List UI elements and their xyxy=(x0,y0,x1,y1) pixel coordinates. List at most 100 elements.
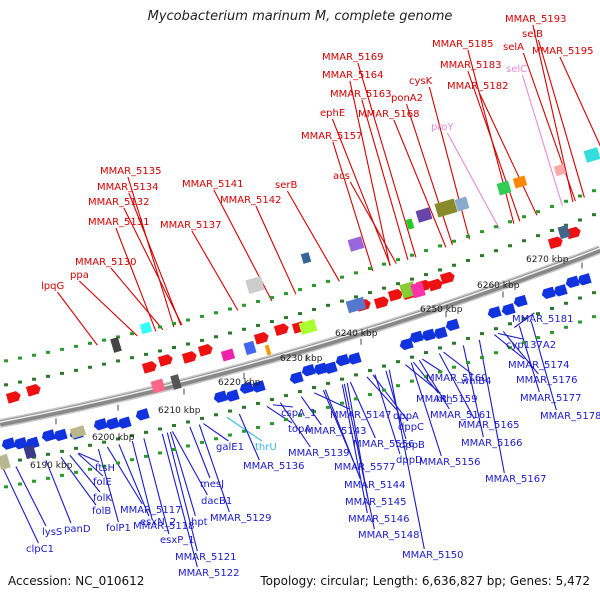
gene-label-MMAR_5150: MMAR_5150 xyxy=(402,550,464,561)
gene-label-MMAR_5136: MMAR_5136 xyxy=(243,461,305,472)
leader-line xyxy=(522,52,576,202)
forward-gene-arrow xyxy=(373,296,389,309)
reverse-gene-arrow-shape xyxy=(541,286,556,299)
track-dot xyxy=(438,370,442,374)
track-dot xyxy=(88,365,92,369)
gene-block-shape xyxy=(415,207,433,223)
track-dot xyxy=(410,277,414,281)
leader-line xyxy=(521,74,563,207)
track-dot xyxy=(102,362,106,366)
forward-gene-arrow xyxy=(439,271,455,285)
track-dot xyxy=(74,344,78,348)
track-dot xyxy=(186,444,190,448)
scale-tick-label: 6260 kbp xyxy=(477,281,520,291)
gene-block-shape xyxy=(553,163,567,177)
gene-label-MMAR_5141: MMAR_5141 xyxy=(182,179,244,190)
track-dot xyxy=(494,351,498,355)
track-dot xyxy=(466,360,470,364)
track-dot xyxy=(144,430,148,434)
track-dot xyxy=(256,425,260,429)
gene-label-clpC1: clpC1 xyxy=(26,544,54,555)
track-dot xyxy=(172,423,176,427)
gene-label-MMAR_5167: MMAR_5167 xyxy=(485,474,547,485)
gene-label-topA: topA xyxy=(288,424,311,435)
leader-line xyxy=(97,448,119,523)
gene-block-shape xyxy=(298,318,318,336)
track-dot xyxy=(186,318,190,322)
accession-text: Accession: NC_010612 xyxy=(8,574,145,588)
track-dot xyxy=(550,205,554,208)
forward-gene-arrow xyxy=(253,332,269,345)
track-dot xyxy=(298,390,302,394)
leader-line xyxy=(128,192,182,326)
gene-block xyxy=(410,281,426,299)
reverse-gene-arrow xyxy=(313,362,328,375)
track-dot xyxy=(130,356,134,360)
leader-line xyxy=(161,433,198,568)
gene-block xyxy=(150,378,166,394)
gene-label-dppA: dppA xyxy=(393,411,419,422)
track-dot xyxy=(410,379,414,383)
leader-line xyxy=(357,62,417,258)
track-dot xyxy=(256,401,260,405)
track-dot xyxy=(270,320,274,324)
gene-block-shape xyxy=(220,348,236,362)
gene-block-shape xyxy=(434,198,458,218)
reverse-gene-arrow-shape xyxy=(577,273,592,286)
track-dot xyxy=(186,342,190,346)
forward-gene-arrow-shape xyxy=(157,354,173,367)
gene-block xyxy=(69,425,87,439)
gene-label-MMAR_5577: MMAR_5577 xyxy=(334,462,396,473)
track-dot xyxy=(116,359,120,363)
leader-line xyxy=(366,376,398,411)
track-dot xyxy=(60,371,64,375)
scale-tick-label: 6190 kbp xyxy=(30,461,73,471)
track-dot xyxy=(256,323,260,327)
track-dot xyxy=(242,327,246,331)
track-dot xyxy=(410,253,414,257)
track-dot xyxy=(214,335,218,339)
track-dot xyxy=(368,267,372,271)
gene-label-MMAR_5137: MMAR_5137 xyxy=(160,220,222,231)
reverse-gene-arrow xyxy=(335,353,350,367)
track-dot xyxy=(452,263,456,267)
reverse-gene-arrow-shape xyxy=(487,306,502,319)
gene-label-MMAR_5134: MMAR_5134 xyxy=(97,182,159,193)
track-dot xyxy=(116,437,120,441)
leader-line xyxy=(388,369,425,550)
track-dot xyxy=(228,409,232,413)
track-dot xyxy=(144,454,148,458)
track-dot xyxy=(592,213,596,217)
gene-label-dppC: dppC xyxy=(398,422,424,433)
reverse-gene-arrow xyxy=(41,429,56,442)
gene-label-MMAR_5195: MMAR_5195 xyxy=(532,46,594,57)
topology-text: Topology: circular; Length: 6,636,827 bp… xyxy=(260,574,590,588)
reverse-gene-arrow xyxy=(251,380,266,393)
gene-label-MMAR_5117: MMAR_5117 xyxy=(120,505,182,516)
gene-block-shape xyxy=(410,281,426,299)
leader-line xyxy=(60,456,97,506)
leader-line xyxy=(467,70,521,222)
forward-gene-arrow-shape xyxy=(141,361,157,374)
leader-line xyxy=(438,353,475,420)
track-dot xyxy=(256,299,260,303)
scale-tick-label: 6200 kbp xyxy=(92,433,135,443)
track-dot xyxy=(536,210,540,214)
leader-line xyxy=(45,460,72,524)
track-dot xyxy=(60,347,64,351)
track-dot xyxy=(452,341,456,345)
forward-gene-arrow-shape xyxy=(253,332,269,345)
reverse-gene-arrow xyxy=(487,306,502,319)
leader-line xyxy=(361,99,409,260)
leader-line xyxy=(226,416,263,442)
gene-block-shape xyxy=(496,180,512,196)
leader-line xyxy=(513,312,535,328)
gene-label-mesJ: mesJ xyxy=(200,479,224,490)
gene-label-MMAR_5165: MMAR_5165 xyxy=(458,420,520,431)
leader-line xyxy=(559,56,600,147)
leader-line xyxy=(537,39,585,198)
track-dot xyxy=(312,385,316,389)
reverse-gene-arrow-shape xyxy=(553,284,568,297)
reverse-gene-arrow xyxy=(301,364,316,377)
